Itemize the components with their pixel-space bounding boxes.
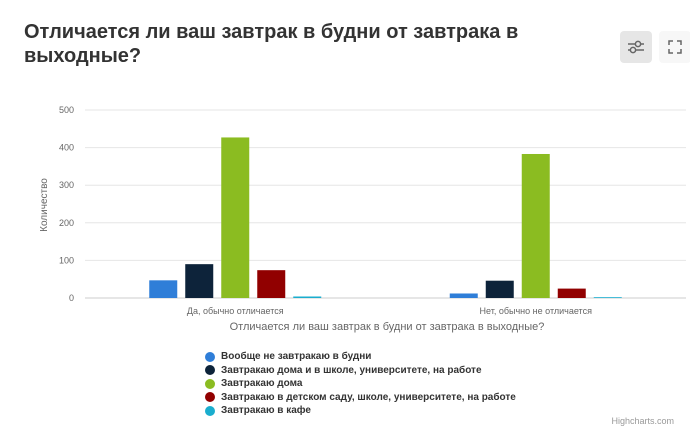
legend-item[interactable]: Завтракаю в кафе xyxy=(205,404,516,418)
legend-symbol xyxy=(205,378,215,389)
legend-symbol xyxy=(205,405,215,416)
bar[interactable] xyxy=(257,270,286,298)
legend-item[interactable]: Вообще не завтракаю в будни xyxy=(205,350,516,364)
y-tick-label: 0 xyxy=(69,293,74,303)
legend-item[interactable]: Завтракаю дома и в школе, университете, … xyxy=(205,364,516,378)
y-tick-label: 300 xyxy=(59,180,74,190)
y-tick-label: 500 xyxy=(59,105,74,115)
legend-label: Завтракаю дома и в школе, университете, … xyxy=(221,364,482,376)
x-axis-label: Отличается ли ваш завтрак в будни от зав… xyxy=(230,321,545,333)
legend-label: Завтракаю в кафе xyxy=(221,405,311,417)
legend-label: Вообще не завтракаю в будни xyxy=(221,351,372,363)
credits-link[interactable]: Highcharts.com xyxy=(611,416,674,426)
sliders-icon xyxy=(628,40,644,54)
bar[interactable] xyxy=(221,137,250,298)
y-tick-label: 200 xyxy=(59,218,74,228)
bar[interactable] xyxy=(185,264,214,298)
legend-item[interactable]: Завтракаю дома xyxy=(205,377,516,391)
bar[interactable] xyxy=(593,297,622,298)
bar[interactable] xyxy=(485,280,514,298)
bar[interactable] xyxy=(149,280,178,298)
legend: Вообще не завтракаю в будни Завтракаю дом… xyxy=(205,350,516,418)
y-axis-ticks: 0 100 200 300 400 500 xyxy=(59,105,74,303)
bar-series xyxy=(149,137,622,298)
legend-symbol xyxy=(205,392,215,403)
legend-label: Завтракаю в детском саду, школе, универс… xyxy=(221,391,516,403)
y-tick-label: 400 xyxy=(59,143,74,153)
legend-symbol xyxy=(205,351,215,362)
legend-label: Завтракаю дома xyxy=(221,378,303,390)
legend-symbol xyxy=(205,365,215,376)
legend-item[interactable]: Завтракаю в детском саду, школе, универс… xyxy=(205,391,516,405)
settings-button[interactable] xyxy=(620,31,652,63)
chart-title: Отличается ли ваш завтрак в будни от зав… xyxy=(24,21,519,67)
bar[interactable] xyxy=(449,293,478,298)
x-tick-label: Нет, обычно не отличается xyxy=(480,306,593,316)
bar[interactable] xyxy=(521,153,550,298)
y-tick-label: 100 xyxy=(59,255,74,265)
x-tick-label: Да, обычно отличается xyxy=(187,306,284,316)
fullscreen-button[interactable] xyxy=(659,31,690,63)
bar[interactable] xyxy=(557,288,586,298)
grid-lines xyxy=(85,109,686,299)
y-axis-label: Количество xyxy=(39,178,50,232)
bar[interactable] xyxy=(293,296,322,298)
x-axis-ticks: Да, обычно отличается Нет, обычно не отли… xyxy=(187,306,592,316)
fullscreen-icon xyxy=(668,40,682,54)
